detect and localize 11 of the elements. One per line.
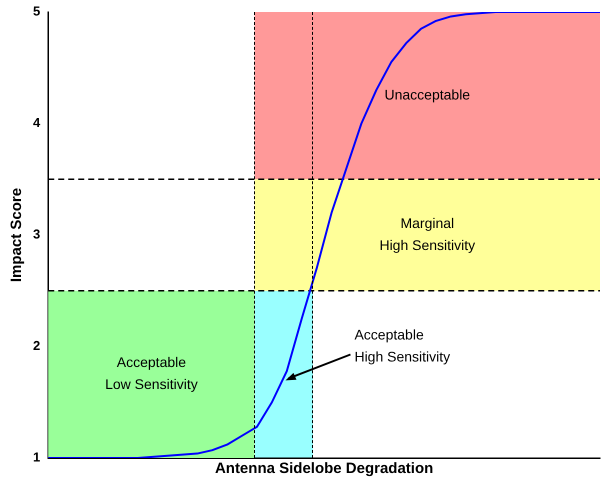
y-axis-title: Impact Score [8, 188, 26, 282]
y-tick-label: 1 [32, 450, 40, 465]
x-axis-title: Antenna Sidelobe Degradation [214, 460, 434, 478]
y-tick-label: 5 [32, 4, 40, 19]
y-tick-label: 2 [32, 338, 40, 354]
band-label: Marginal High Sensitivity [379, 214, 476, 253]
band-label: Acceptable Low Sensitivity [105, 354, 198, 392]
y-tick-label: 3 [32, 226, 40, 242]
band-label: Unacceptable [384, 86, 470, 102]
y-tick-label: 4 [32, 115, 41, 130]
annotation: Acceptable High Sensitivity [354, 326, 450, 364]
